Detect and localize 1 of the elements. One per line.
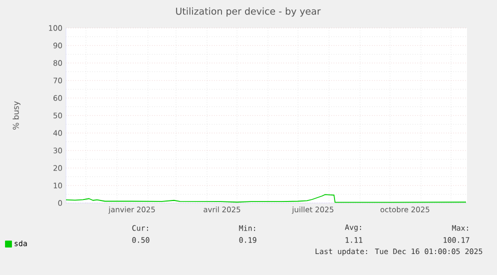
chart-title: Utilization per device - by year xyxy=(176,7,321,17)
